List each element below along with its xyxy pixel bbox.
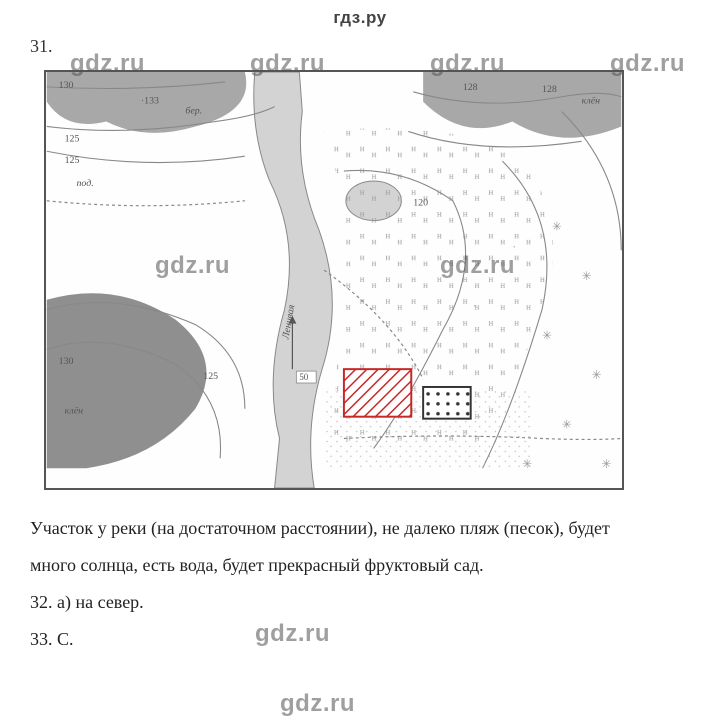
svg-text:✳: ✳: [582, 269, 592, 283]
svg-text:120: 120: [413, 198, 428, 209]
answer-32: 32. а) на север.: [30, 584, 660, 621]
answer-33: 33. С.: [30, 621, 660, 658]
svg-text:✳: ✳: [592, 368, 602, 382]
answer-31: Участок у реки (на достаточном расстояни…: [30, 510, 660, 584]
river-width: 50: [299, 372, 308, 382]
site-name: гдз.ру: [333, 8, 386, 27]
plot-dotted: [423, 387, 471, 419]
site-header: гдз.ру: [0, 0, 720, 28]
svg-text:✳: ✳: [552, 219, 562, 233]
svg-text:под.: под.: [76, 178, 93, 189]
svg-text:бер.: бер.: [185, 106, 202, 117]
svg-text:клён: клён: [65, 406, 84, 417]
svg-text:125: 125: [65, 133, 80, 144]
watermark: gdz.ru: [280, 690, 355, 718]
answers-block: Участок у реки (на достаточном расстояни…: [30, 510, 660, 658]
svg-text:128: 128: [463, 82, 478, 93]
svg-text:✳: ✳: [562, 418, 572, 432]
svg-text:·: ·: [473, 299, 477, 313]
svg-text:125: 125: [65, 155, 80, 166]
svg-text:✳: ✳: [601, 457, 611, 471]
svg-text:125: 125: [203, 371, 218, 382]
svg-text:·133: ·133: [141, 96, 159, 107]
svg-text:128: 128: [542, 84, 557, 95]
svg-text:✳: ✳: [542, 328, 552, 342]
svg-text:130: 130: [59, 356, 74, 367]
map-svg: н н: [46, 72, 622, 488]
topographic-map: н н: [44, 70, 624, 490]
plot-hatched: [344, 369, 411, 417]
question-number-31: 31.: [30, 36, 53, 57]
svg-text:·: ·: [512, 239, 516, 253]
svg-text:130: 130: [59, 80, 74, 91]
svg-text:клён: клён: [582, 96, 601, 107]
svg-text:✳: ✳: [522, 457, 532, 471]
